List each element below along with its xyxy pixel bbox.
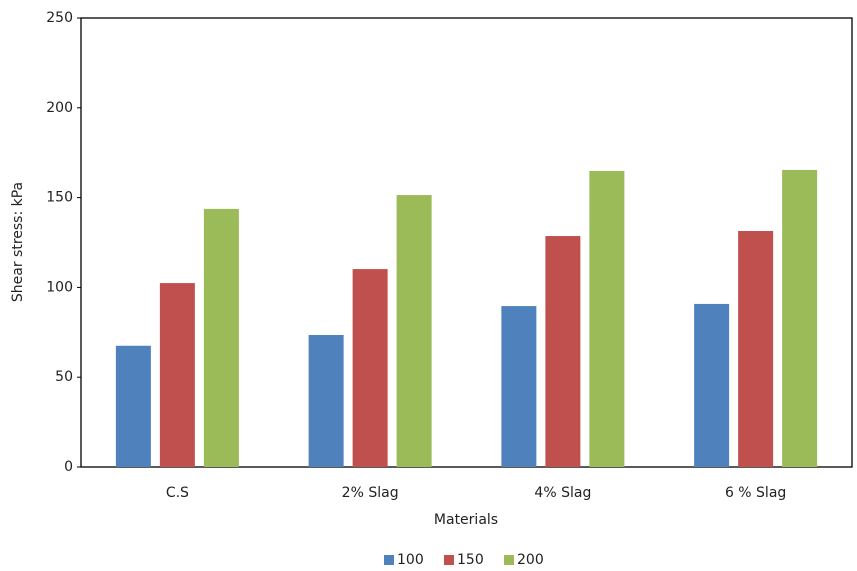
bar [589,171,625,467]
bar [203,208,239,467]
plot-frame [80,17,853,468]
legend-swatch [384,555,394,565]
y-tick-label: 200 [46,100,73,116]
x-axis-title: Materials [434,512,498,528]
legend-label: 200 [517,552,544,568]
y-tick-label: 0 [64,459,73,475]
legend-swatch [504,555,514,565]
bar [159,283,195,467]
bar [352,269,388,467]
bar [738,231,774,467]
y-tick-label: 150 [46,190,73,206]
bar [782,169,818,468]
x-tick-label: 2% Slag [342,485,399,501]
bar [115,345,151,467]
y-tick-label: 100 [46,279,73,295]
bar [396,195,432,467]
x-tick-label: C.S [166,485,189,501]
bar [545,236,581,467]
bar [501,306,537,467]
legend-label: 100 [397,552,424,568]
legend-swatch [444,555,454,565]
bar [308,334,344,467]
legend-label: 150 [457,552,484,568]
y-tick-label: 250 [46,10,73,26]
y-tick-label: 50 [55,369,73,385]
y-axis-title: Shear stress: kPa [10,182,26,302]
x-tick-label: 6 % Slag [725,485,786,501]
bar [694,303,730,467]
x-tick-label: 4% Slag [534,485,591,501]
